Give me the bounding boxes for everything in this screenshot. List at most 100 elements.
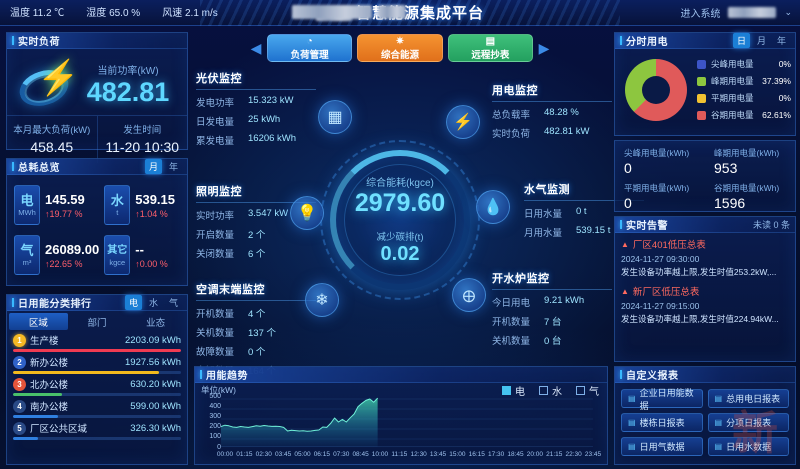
rank-subtab-department[interactable]: 部门	[87, 317, 107, 329]
nav-button-label: 综合能源	[380, 49, 419, 61]
report-button-label: 企业日用能数据	[639, 387, 694, 411]
ac-icon[interactable]: ❄	[305, 283, 339, 317]
list-item[interactable]: 1 生产楼 2203.09 kWh	[13, 333, 181, 352]
report-button-total-electricity-daily[interactable]: ▤ 总用电日报表	[707, 389, 789, 408]
droplet-icon[interactable]: 💧	[476, 190, 510, 224]
nav-button-integrated-energy[interactable]: ✷ 综合能源	[357, 34, 443, 62]
rank-subtab-business[interactable]: 业态	[146, 317, 166, 329]
lighting-monitor-title: 照明监控	[196, 183, 316, 203]
hvac-row-label: 故障数量	[196, 347, 235, 358]
enter-system-area[interactable]: 进入系统 ⌄	[680, 5, 792, 20]
legend-value: 0%	[778, 93, 791, 103]
gas-delta: ↑22.65 %	[45, 259, 99, 269]
boiler-icon[interactable]: 🜨	[452, 278, 486, 312]
nav-button-load-management[interactable]: ◔ 负荷管理	[267, 34, 353, 62]
tou-number-value: 0	[624, 195, 632, 211]
rank-tab-water[interactable]: 水	[148, 298, 158, 308]
gauge-readout: 综合能耗(kgce) 2979.60 减少碳排(t) 0.02	[320, 140, 480, 300]
tou-tabs: 日 月 年	[732, 33, 790, 48]
page-title-text: 智慧能源集成平台	[355, 5, 484, 22]
x-tick-label: 22:30	[565, 451, 582, 458]
tab-month[interactable]: 月	[144, 159, 162, 174]
checkbox-icon[interactable]	[502, 386, 511, 395]
carbon-reduction-value: 0.02	[380, 243, 420, 265]
trend-plot-area	[220, 397, 593, 448]
water-value: 539.15	[135, 191, 175, 207]
total-item-water[interactable]: 水 t 539.15 ↑1.04 %	[101, 181, 183, 229]
pv-monitor-block: 光伏监控 发电功率 15.323 kW 日发电量 25 kWh 累发电量 16206 …	[196, 70, 316, 147]
load-bolt-graphic: ⚡	[13, 55, 79, 113]
trend-legend-gas[interactable]: 气	[576, 383, 599, 398]
list-item[interactable]: 2 新办公楼 1927.56 kWh	[13, 355, 181, 374]
nav-button-label: 负荷管理	[290, 49, 329, 61]
alarm-description: 发生设备功率越上限,发生时值224.94kW...	[621, 314, 779, 324]
list-item[interactable]: ▲ 厂区401低压总表 2024-11-27 09:30:00 发生设备功率越上…	[621, 237, 789, 278]
bulb-icon[interactable]: 💡	[290, 196, 324, 230]
total-item-electricity[interactable]: 电 MWh 145.59 ↑19.77 %	[11, 181, 99, 229]
legend-label: 尖峰用电量	[711, 59, 754, 69]
water-delta: ↑1.04 %	[135, 209, 175, 219]
x-tick-label: 16:15	[468, 451, 485, 458]
rank-tab-electricity[interactable]: 电	[124, 295, 142, 310]
rank-name: 生产楼	[30, 336, 59, 347]
rank-tab-gas[interactable]: 气	[168, 298, 178, 308]
nav-prev-arrow-icon[interactable]: ◀	[250, 39, 262, 56]
water-air-row-value: 539.15 t	[576, 225, 611, 236]
alarm-device-name: 厂区401低压总表	[632, 240, 706, 251]
other-value: --	[135, 241, 144, 257]
water-values: 539.15 ↑1.04 %	[135, 192, 175, 219]
list-item[interactable]: 3 北办公楼 630.20 kWh	[13, 377, 181, 396]
hvac-row-label: 开机数量	[196, 309, 235, 320]
nav-next-arrow-icon[interactable]: ▶	[538, 39, 550, 56]
tou-donut-chart	[625, 59, 687, 121]
solar-panel-icon[interactable]: ▦	[318, 100, 352, 134]
list-item[interactable]: 4 南办公楼 599.00 kWh	[13, 399, 181, 418]
list-item[interactable]: 5 厂区公共区域 326.30 kWh	[13, 421, 181, 440]
report-button-building-daily[interactable]: ▤ 楼栋日报表	[621, 413, 703, 432]
pv-row-label: 累发电量	[196, 136, 235, 147]
document-icon: ▤	[714, 418, 723, 427]
report-button-subitem-daily[interactable]: ▤ 分项日报表	[707, 413, 789, 432]
pv-row-value: 16206 kWh	[248, 133, 297, 144]
other-unit: kgce	[109, 257, 126, 267]
list-item[interactable]: ▲ 新厂区低压总表 2024-11-27 09:15:00 发生设备功率越上限,…	[621, 284, 789, 325]
tab-year[interactable]: 年	[168, 162, 178, 172]
checkbox-icon[interactable]	[539, 386, 548, 395]
alarm-device-name: 新厂区低压总表	[632, 287, 700, 298]
report-button-enterprise-daily-energy[interactable]: ▤ 企业日用能数据	[621, 388, 703, 411]
header-accent-bar	[200, 370, 202, 379]
tou-number-label: 平期用电量(kWh)	[624, 183, 690, 193]
checkbox-icon[interactable]	[576, 386, 585, 395]
legend-swatch	[697, 76, 706, 86]
report-button-daily-water[interactable]: ▤ 日用水数据	[707, 437, 789, 456]
tou-tab-day[interactable]: 日	[732, 33, 750, 48]
lighting-row-value: 2 个	[248, 230, 266, 241]
tou-tab-year[interactable]: 年	[776, 36, 786, 46]
rank-medal-icon: 3	[13, 377, 26, 391]
pv-row-value: 15.323 kW	[248, 95, 294, 106]
header-accent-bar	[620, 220, 622, 229]
trend-legend-label: 电	[515, 387, 525, 398]
bolt-icon[interactable]: ⚡	[446, 105, 480, 139]
total-item-gas[interactable]: 气 m³ 26089.00 ↑22.65 %	[11, 231, 99, 279]
gas-unit: m³	[22, 257, 32, 267]
alarm-unread-count: 未读 0 条	[752, 220, 790, 230]
other-badge: 其它 kgce	[104, 235, 131, 275]
report-button-daily-gas[interactable]: ▤ 日用气数据	[621, 437, 703, 456]
legend-value: 62.61%	[762, 110, 791, 120]
chevron-down-icon[interactable]: ⌄	[784, 7, 792, 17]
gas-badge: 气 m³	[14, 235, 40, 275]
trend-header: 用能趋势	[195, 367, 607, 383]
rank-subtab-area[interactable]: 区域	[9, 313, 68, 330]
tou-tab-month[interactable]: 月	[756, 36, 766, 46]
water-delta-value: 1.04 %	[139, 208, 168, 219]
trend-legend-electricity[interactable]: 电	[502, 383, 525, 398]
nav-button-remote-meter-reading[interactable]: ▤ 远程抄表	[447, 34, 533, 62]
tou-number-label: 谷期用电量(kWh)	[714, 183, 780, 193]
total-item-other[interactable]: 其它 kgce -- ↑0.00 %	[101, 231, 183, 279]
trend-legend-water[interactable]: 水	[539, 383, 562, 398]
realtime-load-footer: 本月最大负荷(kW) 458.45 发生时间 11-20 10:30	[7, 115, 187, 163]
document-icon: ▤	[714, 442, 723, 451]
lighting-row-value: 3.547 kW	[248, 208, 289, 219]
x-tick-label: 12:30	[410, 451, 427, 458]
